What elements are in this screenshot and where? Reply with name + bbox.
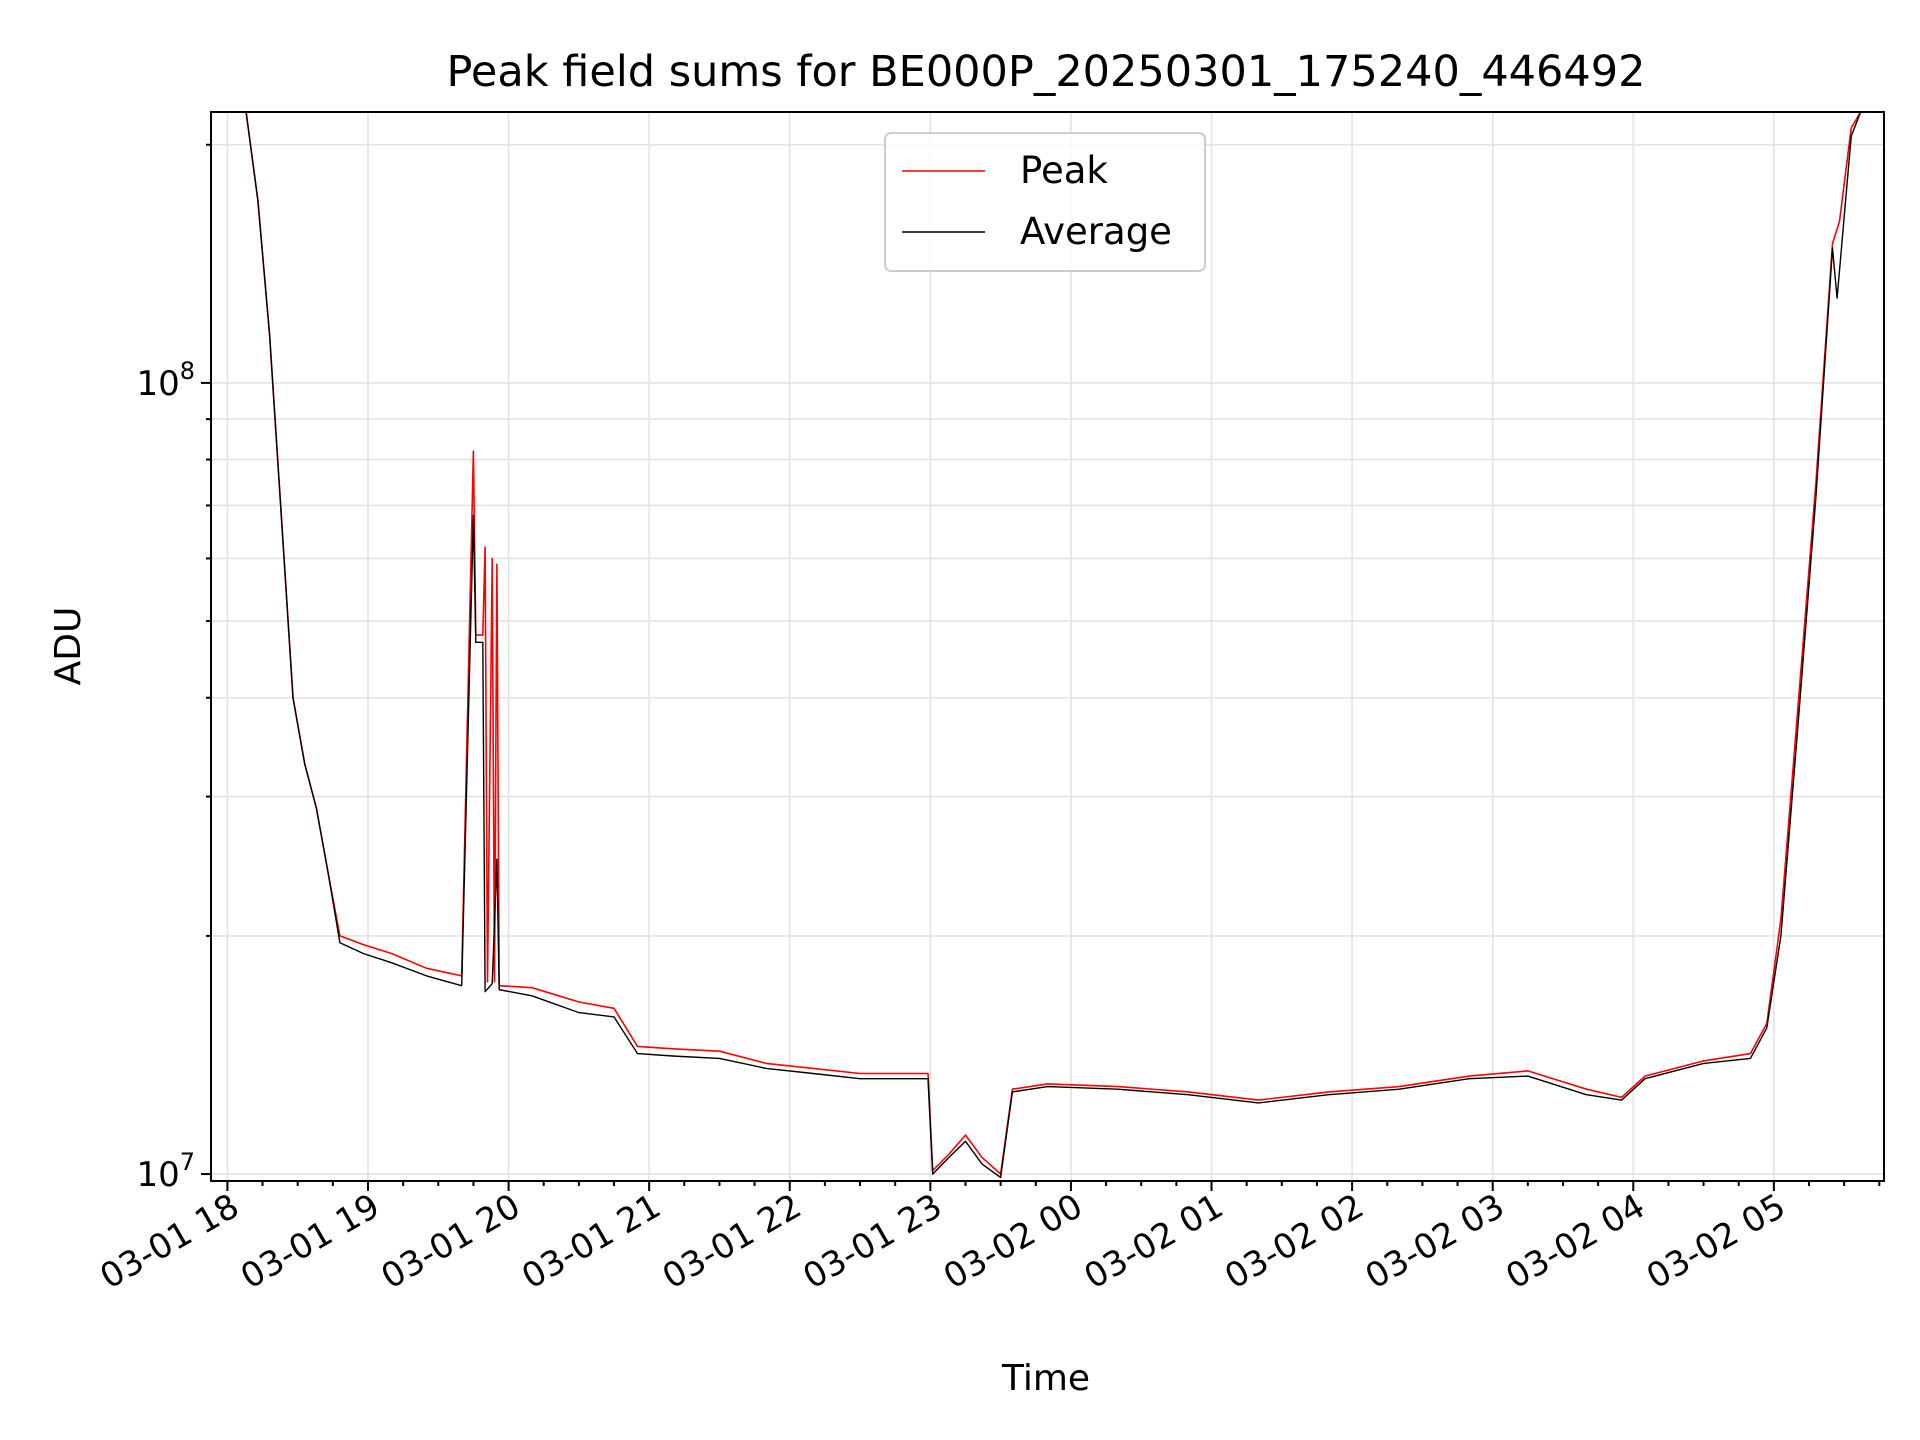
x-tick-label: 03-02 03 <box>1359 1186 1511 1297</box>
series-peak-line <box>245 112 1862 1175</box>
x-tick-label: 03-01 19 <box>234 1186 386 1297</box>
legend: Peak Average <box>884 132 1206 272</box>
plot-frame <box>210 111 1885 1182</box>
x-tick-label: 03-01 18 <box>94 1186 246 1297</box>
legend-peak-label: Peak <box>1020 149 1108 192</box>
y-axis-ticks: 107 108 <box>136 143 211 1195</box>
y-axis-label: ADU <box>48 607 89 686</box>
y-tick-label: 108 <box>136 357 195 404</box>
x-tick-label: 03-02 02 <box>1218 1186 1370 1297</box>
x-tick-label: 03-02 04 <box>1499 1186 1651 1297</box>
x-tick-label: 03-02 00 <box>937 1186 1089 1297</box>
x-axis-label: Time <box>1001 1358 1090 1399</box>
y-tick-label: 107 <box>136 1148 195 1195</box>
chart-title: Peak field sums for BE000P_20250301_1752… <box>447 47 1646 97</box>
grid <box>211 112 1884 1181</box>
legend-average-label: Average <box>1020 210 1172 253</box>
x-tick-label: 03-01 23 <box>796 1186 948 1297</box>
legend-box <box>884 132 1206 272</box>
x-tick-label: 03-01 20 <box>375 1186 527 1297</box>
x-tick-label: 03-01 22 <box>656 1186 808 1297</box>
x-tick-label: 03-01 21 <box>515 1186 667 1297</box>
x-tick-label: 03-02 05 <box>1640 1186 1792 1297</box>
series-average-line <box>245 112 1862 1179</box>
x-tick-label: 03-02 01 <box>1078 1186 1230 1297</box>
series-layer <box>245 112 1862 1179</box>
